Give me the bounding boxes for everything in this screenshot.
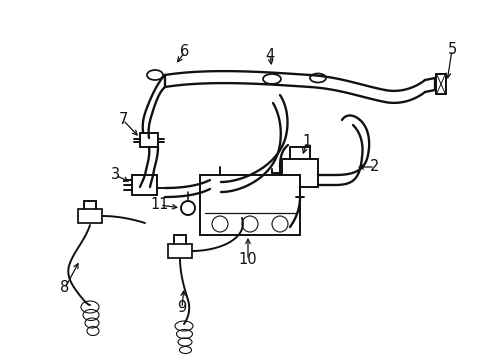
Text: 5: 5 [447,42,456,58]
FancyBboxPatch shape [435,74,445,94]
Text: 10: 10 [238,252,257,267]
Text: 7: 7 [118,112,127,127]
Text: 4: 4 [265,48,274,63]
Text: 1: 1 [302,135,311,149]
Text: 8: 8 [60,280,69,296]
FancyBboxPatch shape [140,133,158,147]
FancyBboxPatch shape [200,175,299,235]
Text: 6: 6 [180,45,189,59]
Text: 11: 11 [150,198,169,212]
FancyBboxPatch shape [78,209,102,223]
Text: 2: 2 [369,159,379,175]
FancyBboxPatch shape [282,159,317,187]
Text: 9: 9 [177,301,186,315]
FancyBboxPatch shape [132,175,157,195]
FancyBboxPatch shape [168,244,192,258]
Text: 3: 3 [110,167,120,183]
